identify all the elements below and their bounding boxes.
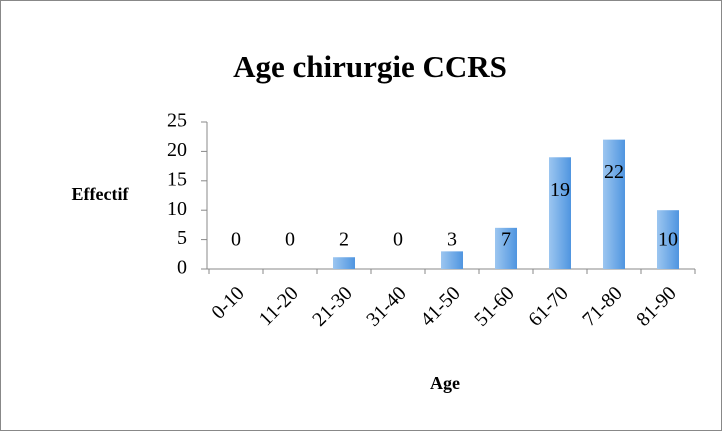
data-label: 3 [447,229,457,251]
y-axis-title: Effectif [72,184,130,204]
data-label: 22 [604,161,624,183]
bar [549,157,571,269]
y-tick-label: 5 [177,227,187,249]
data-label: 19 [550,179,570,201]
y-tick-label: 25 [167,110,187,132]
y-tick-label: 15 [167,168,187,190]
data-label: 0 [285,229,295,251]
chart-title: Age chirurgie CCRS [233,49,507,84]
data-label: 7 [501,229,511,251]
bar [657,210,679,269]
y-tick-label: 20 [167,139,187,161]
data-label: 0 [393,229,403,251]
data-label: 0 [231,229,241,251]
bar [333,257,355,269]
data-label: 10 [658,229,678,251]
y-tick-label: 0 [177,257,187,279]
bar [603,139,625,269]
bar [495,227,517,269]
x-axis-title: Age [430,373,460,393]
y-tick-label: 10 [167,198,187,220]
data-label: 2 [339,229,349,251]
bar [441,251,463,269]
